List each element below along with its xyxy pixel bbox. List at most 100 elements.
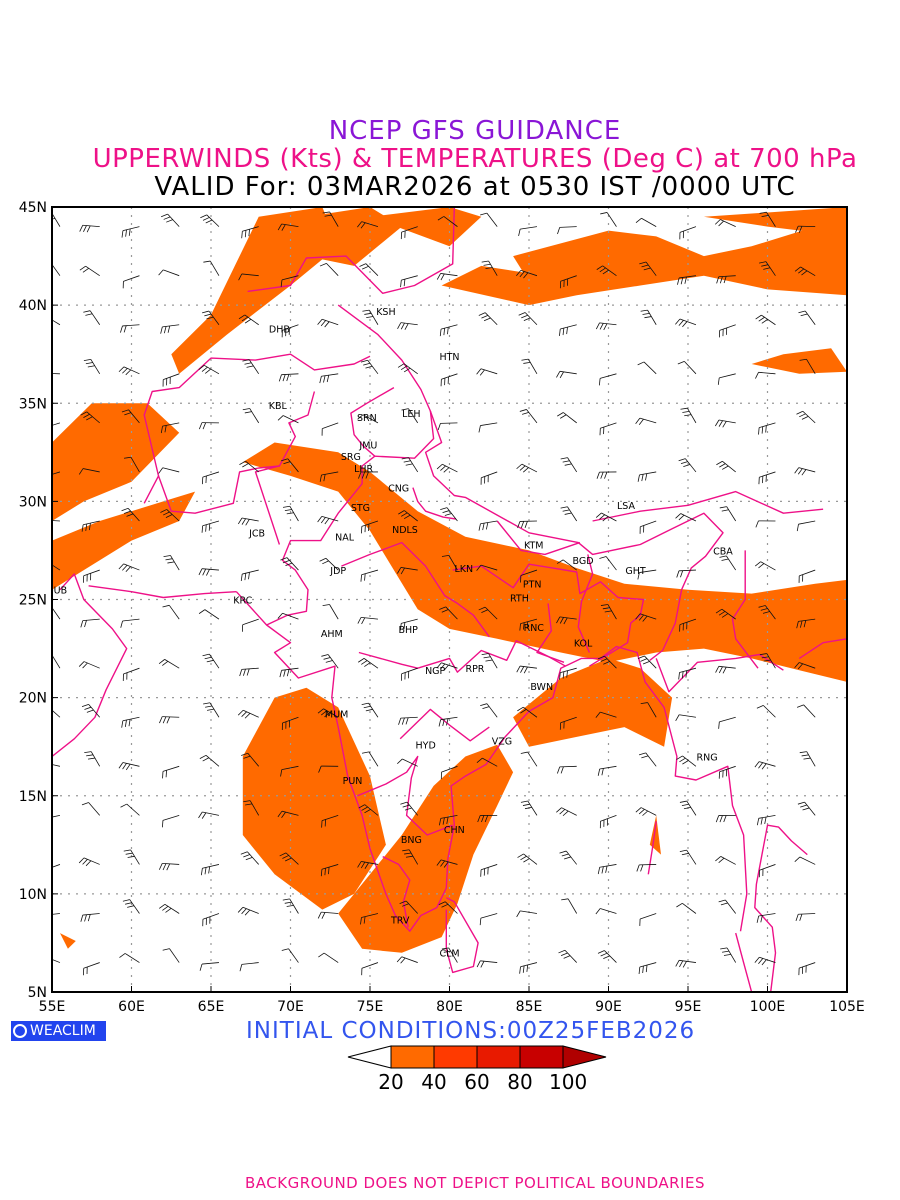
wind-barb: [600, 604, 617, 620]
wind-barb: [439, 814, 458, 826]
wind-barb: [680, 407, 697, 424]
colorbar-high-triangle: [562, 1045, 607, 1069]
wind-barb: [756, 705, 776, 718]
boundary-line: [143, 353, 371, 504]
station-label: NGP: [425, 666, 445, 677]
initial-conditions: INITIAL CONDITIONS:00Z25FEB2026: [246, 1018, 696, 1044]
wind-barb: [121, 409, 140, 424]
boundary-line: [445, 897, 479, 974]
wind-barb: [360, 569, 379, 582]
wind-barb: [635, 807, 657, 816]
shaded-region: [52, 403, 180, 521]
boundary-line: [452, 563, 645, 667]
wind-barb: [161, 213, 180, 227]
wind-barb: [120, 803, 140, 816]
wind-barb: [759, 653, 776, 669]
wind-barb: [277, 810, 299, 819]
wind-barb: [78, 468, 100, 475]
station-label: SRG: [341, 452, 361, 463]
lon-tick-label: 60E: [118, 999, 145, 1015]
wind-barb: [321, 422, 339, 436]
wind-barb: [118, 563, 140, 573]
wind-barb: [758, 605, 776, 620]
wind-barb: [796, 704, 816, 718]
station-label: HYD: [416, 741, 436, 752]
wind-barb: [357, 221, 379, 229]
wind-barb: [357, 616, 378, 625]
wind-barb: [238, 273, 259, 281]
wind-barb: [595, 512, 617, 522]
wind-barb: [476, 757, 498, 767]
boundary-line: [382, 855, 411, 928]
wind-barb: [400, 226, 418, 240]
boundary-line: [735, 932, 753, 992]
wind-barb: [595, 711, 617, 718]
wind-barb: [52, 471, 61, 475]
station-label: RNG: [697, 752, 718, 763]
wind-barb: [400, 667, 418, 681]
wind-barb: [756, 913, 776, 923]
wind-barb: [118, 366, 140, 376]
wind-barb: [319, 557, 339, 571]
station-label: JCB: [248, 529, 265, 540]
wind-barb: [118, 762, 140, 771]
station-label: LSA: [617, 501, 635, 512]
wind-barb: [637, 361, 657, 375]
boundary-line: [577, 554, 594, 653]
boundary-line: [247, 207, 455, 294]
wind-barb: [798, 569, 816, 583]
wind-barb: [599, 814, 617, 829]
wind-barb: [399, 618, 418, 631]
station-label: PUN: [343, 776, 363, 787]
wind-barb: [715, 814, 736, 823]
lat-lon-grid: [52, 207, 847, 992]
wind-barb: [558, 949, 577, 963]
wind-barb: [159, 903, 180, 914]
wind-barb: [358, 804, 379, 816]
wind-barb: [120, 324, 140, 333]
wind-barb: [437, 216, 458, 227]
wind-barb: [198, 422, 219, 430]
wind-barb: [361, 962, 379, 976]
boundary-line: [731, 550, 759, 669]
wind-barb: [517, 706, 538, 718]
shaded-region: [306, 207, 402, 266]
wind-barb: [796, 618, 816, 629]
boundary-line: [798, 638, 847, 659]
station-label: NAL: [335, 533, 355, 544]
wind-barb: [639, 261, 657, 276]
wind-barb: [599, 422, 617, 436]
wind-barb: [675, 513, 697, 522]
wind-barb: [561, 898, 578, 914]
wind-barb: [679, 618, 697, 632]
station-label: CLM: [439, 949, 459, 960]
wind-barb: [158, 659, 180, 669]
wind-barb: [52, 520, 60, 522]
wind-barb: [477, 814, 498, 823]
wind-barb: [281, 948, 299, 963]
lon-tick-label: 65E: [198, 999, 225, 1015]
wind-barb: [52, 913, 60, 915]
wind-barb: [676, 569, 696, 578]
wind-barb: [440, 507, 458, 522]
wind-barb: [481, 260, 498, 276]
wind-barb: [241, 752, 260, 767]
wind-barb: [158, 863, 180, 871]
wind-barb: [794, 266, 816, 277]
wind-barb: [596, 471, 617, 479]
wind-barb: [198, 364, 220, 375]
wind-barb: [635, 217, 657, 227]
wind-barb: [78, 857, 100, 867]
wind-barb: [396, 956, 418, 964]
wind-barb: [794, 467, 816, 476]
wind-barb: [519, 409, 538, 424]
wind-barb: [759, 261, 776, 276]
coastline-boundaries: [52, 207, 847, 992]
wind-barb: [319, 373, 339, 384]
wind-barb: [80, 411, 100, 424]
wind-barb: [358, 471, 378, 479]
wind-barb: [240, 851, 259, 865]
lat-tick-label: 15N: [19, 789, 47, 805]
lon-tick-label: 105E: [829, 999, 865, 1015]
wind-barb: [796, 410, 816, 424]
